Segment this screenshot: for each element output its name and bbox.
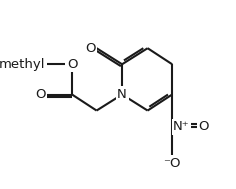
Text: O: O <box>199 120 209 133</box>
Text: N: N <box>117 88 127 101</box>
Text: O: O <box>35 88 46 101</box>
Text: O: O <box>67 58 77 71</box>
Text: O: O <box>85 42 96 55</box>
Text: ⁻O: ⁻O <box>163 157 181 170</box>
Text: methyl: methyl <box>0 58 46 71</box>
Text: N⁺: N⁺ <box>173 120 190 133</box>
